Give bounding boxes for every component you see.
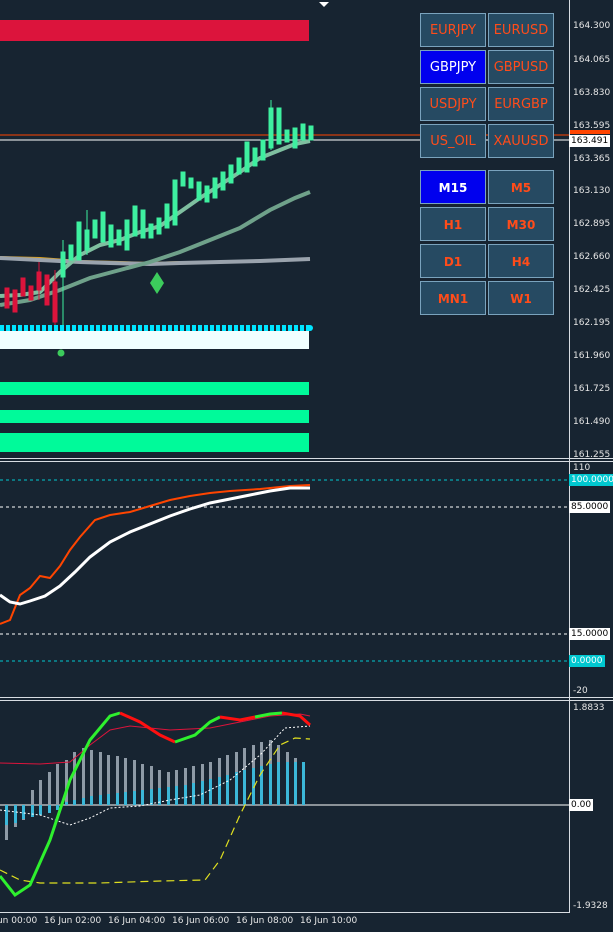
symbol-button-eurjpy[interactable]: EURJPY (420, 13, 486, 47)
stoch-scale-bottom: -20 (573, 686, 588, 696)
price-tick: 162.660 (573, 252, 611, 262)
panel-separator-1b (0, 461, 613, 462)
macd-histogram-blue (5, 762, 305, 825)
price-tick: 163.830 (573, 88, 611, 98)
timeframe-button-h4[interactable]: H4 (488, 244, 554, 278)
price-tick: 161.255 (573, 450, 611, 460)
timeframe-button-m5[interactable]: M5 (488, 170, 554, 204)
price-tick: 164.065 (573, 55, 611, 65)
panel-separator-1[interactable] (0, 458, 613, 459)
symbol-button-eurgbp[interactable]: EURGBP (488, 87, 554, 121)
current-price-tag: 163.491 (569, 135, 611, 147)
demand-zone-bar-1 (0, 382, 309, 395)
macd-red-signal (0, 713, 311, 765)
price-tick: 163.595 (573, 121, 611, 131)
macd-main-green-3 (254, 711, 283, 719)
timeframe-button-m30[interactable]: M30 (488, 207, 554, 241)
bear-candles (4, 262, 58, 325)
stoch-tag-15: 15.0000 (569, 628, 611, 640)
timeframe-button-w1[interactable]: W1 (488, 281, 554, 315)
resistance-zone-bar (0, 20, 309, 41)
symbol-button-gbpusd[interactable]: GBPUSD (488, 50, 554, 84)
price-tick: 161.960 (573, 351, 611, 361)
time-tick: 16 Jun 08:00 (236, 916, 294, 926)
price-tick: 162.425 (573, 285, 611, 295)
symbol-button-eurusd[interactable]: EURUSD (488, 13, 554, 47)
price-tick: 161.490 (573, 417, 611, 427)
time-tick: 16 Jun 00:00 (0, 916, 38, 926)
macd-white-dotted (0, 725, 311, 826)
symbol-button-gbpjpy[interactable]: GBPJPY (420, 50, 486, 84)
price-tick: 164.300 (573, 21, 611, 31)
time-scale-border (0, 912, 570, 913)
timeframe-button-m15[interactable]: M15 (420, 170, 486, 204)
price-tick: 162.195 (573, 318, 611, 328)
macd-main-green-2 (174, 715, 221, 744)
timeframe-button-mn1[interactable]: MN1 (420, 281, 486, 315)
demand-zone-bar-3 (0, 433, 309, 452)
signal-dot (57, 349, 65, 357)
time-tick: 16 Jun 06:00 (172, 916, 230, 926)
macd-main-red (119, 711, 176, 744)
stoch-tag-100: 100.0000 (569, 474, 613, 486)
chart-shift-marker (319, 2, 329, 7)
symbol-button-us-oil[interactable]: US_OIL (420, 124, 486, 158)
bull-candles (60, 100, 314, 325)
price-tick: 163.365 (573, 154, 611, 164)
symbol-button-usdjpy[interactable]: USDJPY (420, 87, 486, 121)
fast-ma (0, 139, 311, 298)
timeframe-button-h1[interactable]: H1 (420, 207, 486, 241)
macd-yellow-dashed (0, 737, 311, 884)
price-tick: 161.725 (573, 384, 611, 394)
macd-main-red-3 (281, 711, 312, 727)
time-tick: 16 Jun 04:00 (108, 916, 166, 926)
symbol-button-xauusd[interactable]: XAUUSD (488, 124, 554, 158)
price-scale-border (569, 0, 570, 912)
stoch-tag-85: 85.0000 (569, 501, 611, 513)
price-tick: 162.895 (573, 219, 611, 229)
panel-separator-2[interactable] (0, 697, 613, 698)
time-tick: 16 Jun 02:00 (44, 916, 102, 926)
macd-main-green (0, 711, 121, 898)
macd-main-red-2 (219, 715, 256, 722)
support-zone-bar (0, 331, 309, 349)
stoch-signal-line (0, 484, 311, 625)
panel-separator-2b (0, 700, 613, 701)
bid-price-tag (570, 130, 610, 134)
macd-scale-bottom: -1.9328 (573, 901, 608, 911)
stoch-main-line (0, 486, 310, 606)
macd-scale-top: 1.8833 (573, 703, 605, 713)
macd-zero-tag: 0.00 (569, 799, 594, 811)
stoch-tag-0: 0.0000 (569, 655, 605, 667)
demand-zone-bar-2 (0, 410, 309, 423)
timeframe-button-d1[interactable]: D1 (420, 244, 486, 278)
price-tick: 163.130 (573, 186, 611, 196)
stoch-scale-top: 110 (573, 463, 591, 473)
time-tick: 16 Jun 10:00 (300, 916, 358, 926)
buy-signal-diamond (150, 272, 164, 294)
